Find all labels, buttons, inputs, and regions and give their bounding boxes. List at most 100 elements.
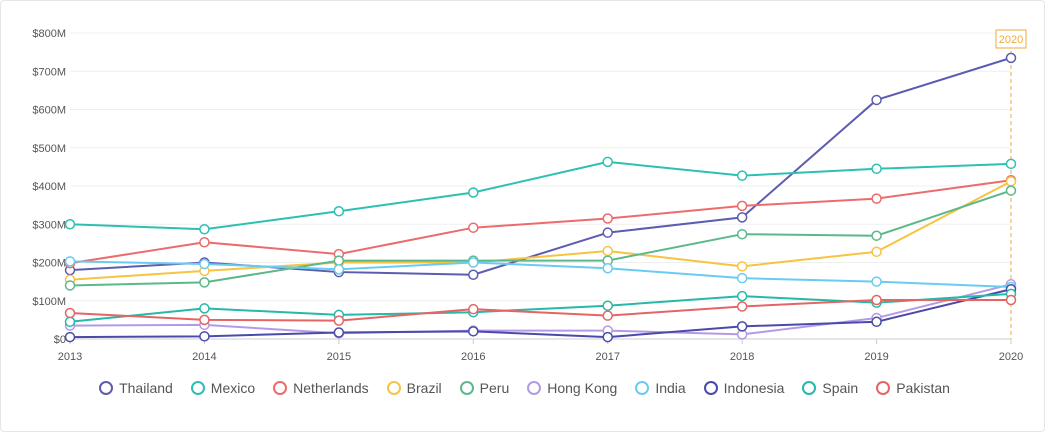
data-point[interactable] bbox=[468, 303, 479, 315]
y-tick-label: $700M bbox=[32, 66, 66, 78]
legend-label: Hong Kong bbox=[547, 380, 618, 396]
series-line[interactable] bbox=[69, 189, 1012, 287]
x-tick-label: 2016 bbox=[461, 351, 485, 363]
data-point[interactable] bbox=[871, 276, 882, 287]
series-line[interactable] bbox=[69, 180, 1012, 281]
highlight-label-box bbox=[995, 29, 1027, 49]
data-point[interactable] bbox=[64, 316, 76, 328]
data-point[interactable] bbox=[871, 230, 882, 241]
legend-item-peru[interactable]: Peru bbox=[459, 380, 510, 396]
data-point[interactable] bbox=[602, 310, 613, 321]
legend-label: Peru bbox=[479, 380, 510, 396]
series-line[interactable] bbox=[69, 260, 1012, 288]
data-point[interactable] bbox=[736, 301, 748, 312]
y-tick-label: $200M bbox=[32, 258, 66, 270]
data-point[interactable] bbox=[333, 264, 345, 275]
data-point[interactable] bbox=[736, 170, 748, 181]
data-point[interactable] bbox=[871, 294, 882, 306]
data-point[interactable] bbox=[736, 290, 748, 302]
data-point[interactable] bbox=[468, 187, 479, 198]
series-line[interactable] bbox=[69, 160, 1012, 231]
data-point[interactable] bbox=[736, 228, 748, 240]
data-point[interactable] bbox=[602, 156, 613, 168]
data-point[interactable] bbox=[333, 327, 345, 338]
data-point[interactable] bbox=[64, 280, 76, 291]
data-point[interactable] bbox=[199, 314, 210, 326]
y-tick-label: $500M bbox=[32, 143, 66, 155]
data-point[interactable] bbox=[1005, 294, 1017, 306]
legend-swatch-icon bbox=[190, 381, 205, 395]
y-axis: $0 $100M $200M $300M $400M $500M $600M $700M $80… bbox=[32, 28, 66, 346]
data-point[interactable] bbox=[871, 163, 882, 175]
data-point[interactable] bbox=[199, 277, 210, 288]
legend-item-india[interactable]: India bbox=[635, 380, 686, 396]
y-tick-label: $400M bbox=[32, 181, 66, 193]
data-point[interactable] bbox=[199, 236, 210, 248]
data-point[interactable] bbox=[736, 261, 748, 272]
legend-label: Thailand bbox=[119, 380, 173, 396]
data-point[interactable] bbox=[871, 193, 882, 204]
legend-item-indonesia[interactable]: Indonesia bbox=[703, 380, 785, 396]
data-point[interactable] bbox=[64, 331, 76, 343]
data-point[interactable] bbox=[602, 331, 613, 343]
data-point[interactable] bbox=[64, 256, 76, 267]
data-point[interactable] bbox=[468, 269, 479, 280]
data-point[interactable] bbox=[736, 212, 748, 223]
data-point[interactable] bbox=[333, 315, 345, 326]
legend-label: Brazil bbox=[406, 380, 442, 396]
series-line[interactable] bbox=[69, 179, 1012, 265]
legend-swatch-icon bbox=[527, 381, 542, 395]
data-point[interactable] bbox=[736, 321, 748, 332]
legend: Thailand Mexico Netherlands Brazil Peru Hong … bbox=[1, 373, 1047, 403]
data-point[interactable] bbox=[199, 331, 210, 342]
legend-item-thailand[interactable]: Thailand bbox=[99, 380, 173, 396]
data-point[interactable] bbox=[468, 257, 479, 268]
data-point[interactable] bbox=[871, 316, 882, 328]
series-pakistan[interactable] bbox=[64, 294, 1017, 326]
legend-label: Pakistan bbox=[896, 380, 950, 396]
legend-label: Indonesia bbox=[723, 380, 785, 396]
series-mexico[interactable] bbox=[64, 156, 1017, 235]
series-line[interactable] bbox=[69, 283, 1012, 336]
legend-label: Spain bbox=[822, 380, 859, 396]
series-group bbox=[64, 52, 1017, 343]
data-point[interactable] bbox=[736, 272, 748, 284]
data-point[interactable] bbox=[602, 300, 613, 311]
y-tick-label: $300M bbox=[32, 219, 66, 231]
data-point[interactable] bbox=[468, 326, 479, 337]
legend-item-pakistan[interactable]: Pakistan bbox=[876, 380, 950, 396]
data-point[interactable] bbox=[602, 262, 613, 274]
legend-swatch-icon bbox=[459, 381, 474, 395]
data-point[interactable] bbox=[64, 219, 76, 230]
data-point[interactable] bbox=[64, 307, 76, 319]
data-point[interactable] bbox=[1005, 158, 1017, 170]
data-point[interactable] bbox=[736, 200, 748, 212]
legend-item-brazil[interactable]: Brazil bbox=[386, 380, 442, 396]
series-line[interactable] bbox=[69, 288, 1012, 339]
x-tick-label: 2014 bbox=[192, 351, 216, 363]
data-point[interactable] bbox=[199, 303, 210, 314]
line-chart: $0 $100M $200M $300M $400M $500M $600M $700M $80… bbox=[32, 28, 1027, 363]
data-point[interactable] bbox=[468, 222, 479, 233]
data-point[interactable] bbox=[1005, 176, 1017, 187]
legend-item-netherlands[interactable]: Netherlands bbox=[273, 380, 369, 396]
legend-swatch-icon bbox=[99, 381, 114, 395]
data-point[interactable] bbox=[333, 255, 345, 266]
x-axis: 2013 2014 2015 2016 2017 2018 2019 2020 bbox=[58, 339, 1023, 363]
series-line[interactable] bbox=[69, 292, 1012, 323]
data-point[interactable] bbox=[871, 246, 882, 258]
data-point[interactable] bbox=[871, 94, 882, 106]
data-point[interactable] bbox=[602, 213, 613, 224]
legend-item-spain[interactable]: Spain bbox=[802, 380, 858, 396]
data-point[interactable] bbox=[1005, 185, 1017, 196]
data-point[interactable] bbox=[333, 205, 345, 217]
legend-item-mexico[interactable]: Mexico bbox=[190, 380, 255, 396]
legend-item-hong-kong[interactable]: Hong Kong bbox=[527, 380, 617, 396]
data-point[interactable] bbox=[1005, 52, 1017, 64]
data-point[interactable] bbox=[602, 227, 613, 238]
data-point[interactable] bbox=[602, 245, 613, 257]
data-point[interactable] bbox=[199, 258, 210, 270]
data-point[interactable] bbox=[199, 223, 210, 235]
series-line[interactable] bbox=[69, 298, 1011, 322]
